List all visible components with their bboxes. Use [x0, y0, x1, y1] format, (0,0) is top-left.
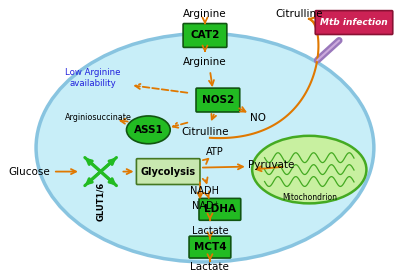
Text: Lactate: Lactate: [190, 262, 229, 272]
Text: NADH: NADH: [190, 186, 220, 196]
Text: GLUT1/6: GLUT1/6: [96, 182, 105, 221]
Text: ATP: ATP: [206, 147, 224, 157]
Text: ASS1: ASS1: [134, 125, 163, 135]
Text: Arginine: Arginine: [183, 8, 227, 19]
Ellipse shape: [252, 136, 366, 203]
FancyBboxPatch shape: [136, 159, 200, 184]
Ellipse shape: [126, 116, 170, 144]
Text: Glycolysis: Glycolysis: [141, 167, 196, 176]
Ellipse shape: [36, 33, 374, 262]
Text: Arginiosuccinate: Arginiosuccinate: [65, 113, 132, 122]
Text: NO: NO: [250, 113, 266, 123]
FancyBboxPatch shape: [189, 236, 231, 258]
Text: Citrulline: Citrulline: [276, 8, 323, 19]
Text: Lactate: Lactate: [192, 226, 228, 236]
Text: Pyruvate: Pyruvate: [248, 160, 295, 170]
Text: CAT2: CAT2: [190, 30, 220, 41]
Text: NOS2: NOS2: [202, 95, 234, 105]
FancyBboxPatch shape: [315, 11, 393, 35]
Text: MCT4: MCT4: [194, 242, 226, 252]
Text: Arginine: Arginine: [183, 57, 227, 67]
Text: LDHA: LDHA: [204, 204, 236, 214]
FancyBboxPatch shape: [183, 24, 227, 47]
FancyBboxPatch shape: [196, 88, 240, 112]
Text: Citrulline: Citrulline: [181, 127, 229, 137]
Text: NAD⁺: NAD⁺: [192, 201, 218, 211]
FancyBboxPatch shape: [199, 198, 241, 220]
Text: Glucose: Glucose: [8, 167, 50, 176]
Text: Low Arginine
availability: Low Arginine availability: [65, 68, 120, 88]
Text: Mtb infection: Mtb infection: [320, 18, 388, 27]
Text: Mitochondrion: Mitochondrion: [282, 193, 337, 202]
